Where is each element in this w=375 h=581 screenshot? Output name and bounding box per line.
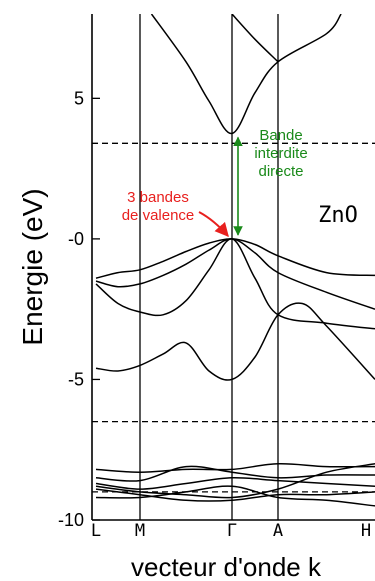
valence-annotation: 3 bandes de valence	[122, 189, 195, 224]
band-gap-annotation: Bande interdite directe	[254, 127, 307, 180]
band-line-9	[95, 463, 375, 499]
band-gap-annotation-line-0: Bande	[259, 127, 302, 144]
kpoint-label-2: Γ	[227, 521, 237, 541]
band-line-8	[95, 477, 375, 490]
band-line-7	[95, 465, 375, 482]
y-ticks: 5 -0 -5 -10	[58, 88, 100, 530]
y-axis-title: Energie (eV)	[17, 188, 48, 345]
kpoint-lines	[139, 14, 279, 520]
plot-frame-group	[91, 14, 375, 521]
x-axis-title: vecteur d'onde k	[131, 552, 322, 581]
band-line-5	[95, 302, 375, 381]
band-line-1	[231, 14, 279, 63]
kpoint-label-3: A	[273, 521, 283, 541]
y-tick-label-3: -10	[58, 510, 84, 530]
band-line-6	[95, 463, 375, 473]
band-line-11	[95, 485, 375, 507]
band-line-2	[95, 238, 375, 279]
band-line-3	[95, 238, 375, 310]
material-label: ZnO	[318, 203, 358, 228]
valence-annotation-line-1: de valence	[122, 207, 195, 224]
annotations: Bande interdite directe 3 bandes de valence	[122, 127, 308, 238]
band-line-0	[150, 14, 342, 135]
valence-arrow	[198, 211, 229, 238]
kpoint-label-4: H	[361, 521, 371, 541]
kpoint-label-1: M	[135, 521, 145, 541]
y-tick-label-0: 5	[74, 88, 84, 108]
band-gap-annotation-line-2: directe	[258, 163, 303, 180]
y-tick-label-2: -5	[68, 369, 84, 389]
band-line-4	[95, 238, 375, 330]
y-tick-label-1: -0	[68, 229, 84, 249]
kpoint-label-0: L	[91, 521, 101, 541]
band-line-10	[95, 488, 375, 502]
valence-annotation-line-0: 3 bandes	[127, 189, 189, 206]
band-series	[95, 14, 375, 507]
band-gap-annotation-line-1: interdite	[254, 145, 307, 162]
